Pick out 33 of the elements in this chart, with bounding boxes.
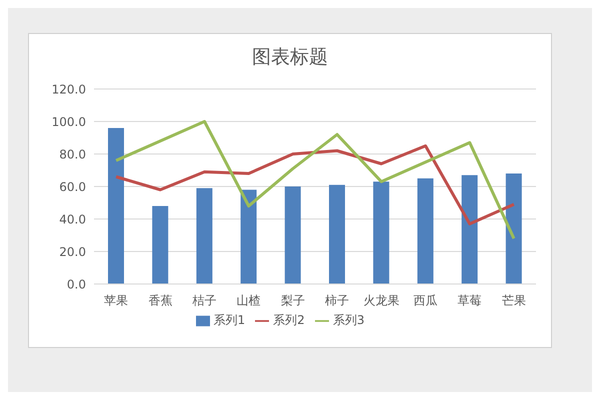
y-tick-label: 40.0 (59, 212, 86, 226)
bar (152, 206, 168, 284)
x-tick-label: 草莓 (458, 294, 482, 308)
y-tick-label: 0.0 (66, 277, 86, 292)
bar (462, 175, 478, 284)
bar (506, 174, 522, 284)
y-tick-label: 60.0 (59, 180, 86, 194)
legend-label: 系列1 (214, 313, 246, 327)
bar (417, 178, 434, 284)
bar (196, 188, 212, 284)
x-tick-label: 芒果 (502, 294, 526, 308)
line-series (114, 144, 516, 226)
x-tick-label: 梨子 (280, 294, 305, 308)
y-tick-label: 20.0 (59, 244, 86, 259)
bar (108, 128, 124, 284)
x-tick-label: 柿子 (325, 294, 350, 308)
y-tick-label: 100.0 (52, 114, 86, 129)
x-tick-label: 香蕉 (148, 294, 172, 308)
legend-label: 系列2 (273, 313, 305, 327)
chart-title: 图表标题 (251, 45, 329, 70)
x-tick-label: 苹果 (104, 294, 128, 308)
bar (240, 190, 257, 284)
bar (284, 186, 301, 284)
line-series (114, 120, 516, 240)
legend-label: 系列3 (332, 313, 364, 327)
x-tick-label: 火龙果 (363, 294, 400, 308)
bar (329, 184, 345, 284)
x-tick-label: 山楂 (236, 294, 261, 308)
x-tick-label: 西瓜 (414, 294, 438, 308)
y-tick-label: 80.0 (59, 147, 86, 162)
bar (373, 182, 390, 284)
y-tick-label: 120.0 (52, 82, 86, 96)
x-tick-label: 桔子 (192, 294, 216, 308)
